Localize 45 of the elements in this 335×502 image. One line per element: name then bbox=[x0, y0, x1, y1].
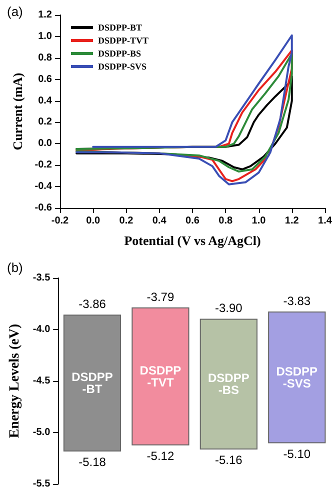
y-tick-label: -5.5 bbox=[32, 478, 51, 490]
y-tick-label: -3.5 bbox=[32, 272, 51, 284]
category-label: DSDPP-SVS bbox=[276, 364, 318, 390]
category-label: DSDPP-BT bbox=[72, 370, 113, 396]
annotation: -5.16 bbox=[214, 452, 243, 467]
y-tick-label: 0.2 bbox=[38, 116, 52, 128]
x-tick-label: 0.4 bbox=[152, 216, 167, 226]
annotation: -3.90 bbox=[214, 301, 243, 316]
annotation: -5.12 bbox=[146, 448, 174, 463]
annotation: -3.83 bbox=[283, 294, 311, 308]
x-tick-label: 0.2 bbox=[119, 216, 134, 226]
y-tick-label: -0.4 bbox=[34, 181, 52, 192]
annotation: -3.79 bbox=[146, 290, 174, 304]
legend-label: DSDPP-BT bbox=[98, 22, 142, 32]
annotation: -5.10 bbox=[283, 446, 311, 461]
y-axis-title: Current (mA) bbox=[10, 72, 25, 150]
x-tick-label: 1.2 bbox=[284, 216, 300, 226]
legend-label: DSDPP-SVS bbox=[98, 62, 147, 72]
chart-title: (a) bbox=[7, 4, 23, 19]
y-tick-label: 0.6 bbox=[38, 74, 52, 85]
y-axis-title: Energy Levels (eV) bbox=[8, 324, 22, 438]
chart-title: (b) bbox=[7, 260, 23, 275]
y-tick-label: 1.2 bbox=[38, 10, 52, 20]
y-tick-label: -0.2 bbox=[34, 160, 52, 171]
legend-label: DSDPP-BS bbox=[98, 48, 142, 58]
y-tick-label: 0.0 bbox=[38, 138, 52, 150]
annotation: -5.18 bbox=[78, 455, 106, 470]
y-tick-label: -4.5 bbox=[32, 376, 51, 386]
x-tick-label: 0.0 bbox=[86, 216, 101, 226]
category-label: DSDPP-TVT bbox=[140, 363, 182, 390]
x-tick-label: 0.6 bbox=[186, 216, 200, 226]
x-tick-label: 1.4 bbox=[318, 216, 332, 226]
x-tick-label: 0.8 bbox=[218, 216, 234, 226]
y-tick-label: 0.8 bbox=[38, 52, 52, 64]
category-label: DSDPP-BS bbox=[208, 371, 250, 398]
y-tick-label: 0.4 bbox=[38, 95, 52, 106]
x-tick-label: 1.0 bbox=[252, 216, 266, 226]
y-tick-label: -4.0 bbox=[32, 324, 51, 335]
x-tick-label: -0.2 bbox=[51, 216, 70, 226]
legend-label: DSDPP-TVT bbox=[98, 36, 149, 46]
y-tick-label: 1.0 bbox=[38, 30, 52, 42]
y-tick-label: -5.0 bbox=[32, 427, 51, 438]
y-tick-label: -0.6 bbox=[34, 202, 52, 214]
x-axis-title: Potential (V vs Ag/AgCl) bbox=[124, 233, 261, 248]
annotation: -3.86 bbox=[78, 297, 106, 312]
